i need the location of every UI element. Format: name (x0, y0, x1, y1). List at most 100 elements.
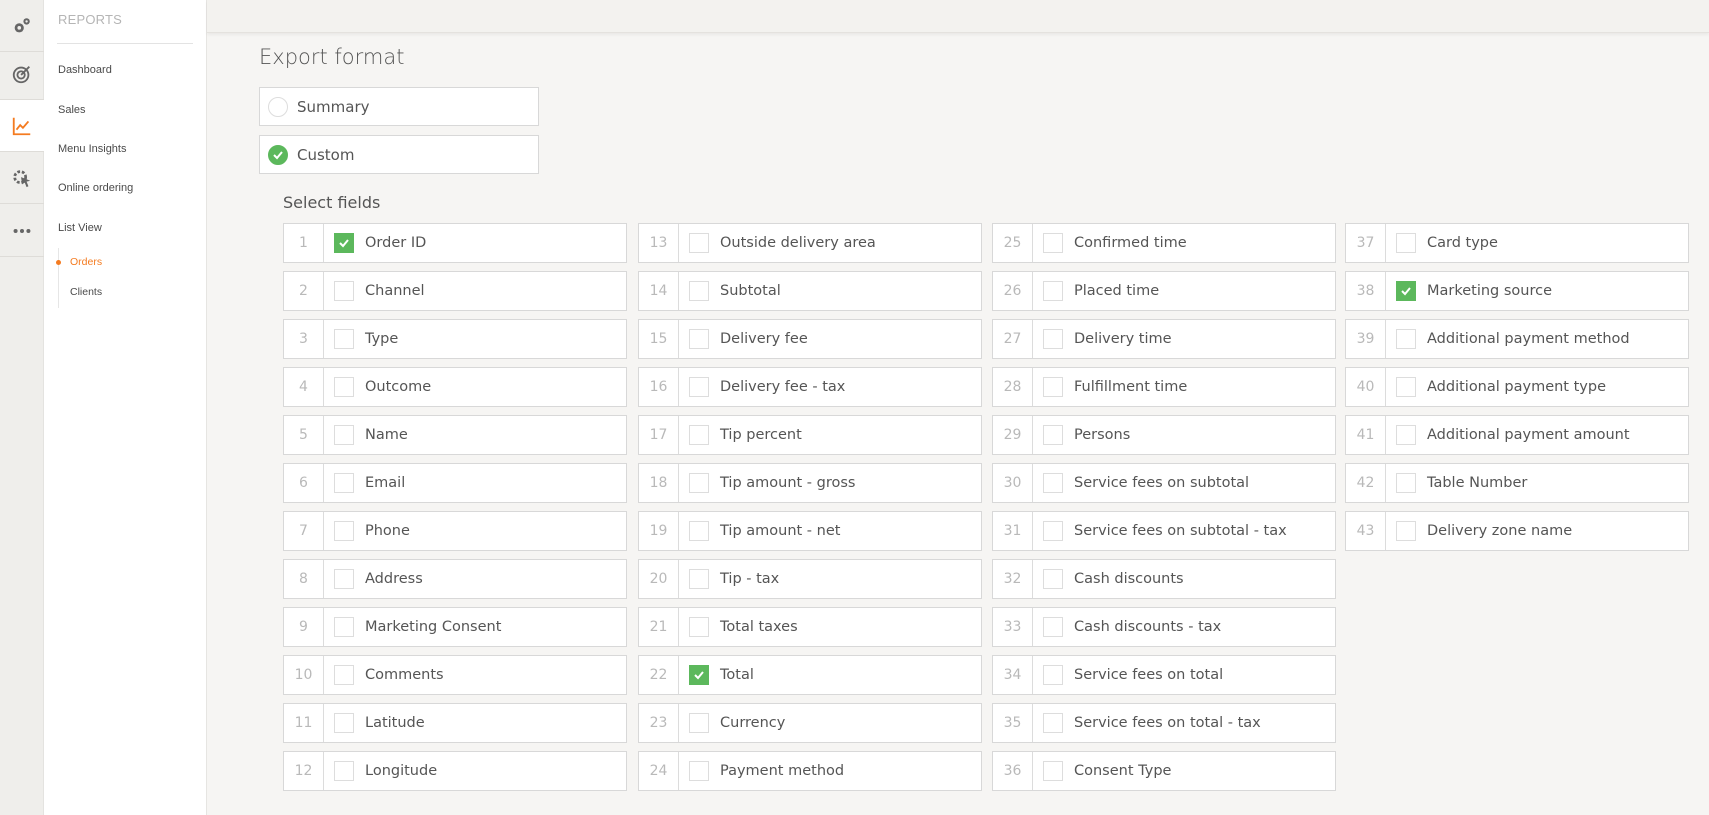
field-option[interactable]: 40 Additional payment type (1345, 367, 1689, 407)
field-option[interactable]: 23 Currency (638, 703, 982, 743)
rail-item-more[interactable] (0, 205, 44, 257)
checkbox-icon[interactable] (1396, 233, 1416, 253)
field-option[interactable]: 26 Placed time (992, 271, 1336, 311)
checkbox-icon[interactable] (1043, 665, 1063, 685)
checkbox-icon[interactable] (334, 665, 354, 685)
field-option[interactable]: 12 Longitude (283, 751, 627, 791)
submenu-item-orders[interactable]: Orders (70, 256, 103, 268)
field-option[interactable]: 27 Delivery time (992, 319, 1336, 359)
submenu-item-dashboard[interactable]: Dashboard (58, 64, 112, 76)
field-option[interactable]: 39 Additional payment method (1345, 319, 1689, 359)
checkbox-icon[interactable] (689, 761, 709, 781)
field-option[interactable]: 36 Consent Type (992, 751, 1336, 791)
format-option-custom[interactable]: Custom (259, 135, 539, 174)
checkbox-icon[interactable] (1043, 569, 1063, 589)
rail-item-setup[interactable] (0, 152, 44, 204)
field-option[interactable]: 22 Total (638, 655, 982, 695)
checkbox-icon[interactable] (689, 233, 709, 253)
field-option[interactable]: 17 Tip percent (638, 415, 982, 455)
field-option[interactable]: 7 Phone (283, 511, 627, 551)
submenu-item-clients[interactable]: Clients (70, 286, 103, 298)
checkbox-icon[interactable] (1043, 329, 1063, 349)
field-option[interactable]: 4 Outcome (283, 367, 627, 407)
field-option[interactable]: 42 Table Number (1345, 463, 1689, 503)
checkbox-icon[interactable] (334, 377, 354, 397)
checkbox-icon[interactable] (1043, 617, 1063, 637)
checkbox-icon[interactable] (1043, 425, 1063, 445)
format-option-summary[interactable]: Summary (259, 87, 539, 126)
checkbox-icon[interactable] (334, 761, 354, 781)
field-option[interactable]: 18 Tip amount - gross (638, 463, 982, 503)
checkbox-icon[interactable] (1043, 521, 1063, 541)
checkbox-icon[interactable] (334, 713, 354, 733)
checkbox-icon[interactable] (1396, 425, 1416, 445)
checkbox-icon[interactable] (1396, 473, 1416, 493)
field-option[interactable]: 32 Cash discounts (992, 559, 1336, 599)
field-option[interactable]: 31 Service fees on subtotal - tax (992, 511, 1336, 551)
field-option[interactable]: 3 Type (283, 319, 627, 359)
submenu-item-list-view[interactable]: List View (58, 222, 102, 234)
field-option[interactable]: 19 Tip amount - net (638, 511, 982, 551)
field-option[interactable]: 38 Marketing source (1345, 271, 1689, 311)
field-option[interactable]: 29 Persons (992, 415, 1336, 455)
field-option[interactable]: 16 Delivery fee - tax (638, 367, 982, 407)
field-option[interactable]: 14 Subtotal (638, 271, 982, 311)
checkbox-icon[interactable] (1043, 281, 1063, 301)
checkbox-icon[interactable] (334, 329, 354, 349)
checkbox-icon[interactable] (334, 281, 354, 301)
field-option[interactable]: 15 Delivery fee (638, 319, 982, 359)
checkbox-icon[interactable] (689, 377, 709, 397)
checkbox-icon[interactable] (334, 473, 354, 493)
field-option[interactable]: 35 Service fees on total - tax (992, 703, 1336, 743)
field-option[interactable]: 21 Total taxes (638, 607, 982, 647)
field-option[interactable]: 20 Tip - tax (638, 559, 982, 599)
checkbox-icon[interactable] (1396, 377, 1416, 397)
checkbox-icon[interactable] (689, 329, 709, 349)
field-option[interactable]: 6 Email (283, 463, 627, 503)
checkbox-checked-icon[interactable] (689, 665, 709, 685)
submenu-item-menu-insights[interactable]: Menu Insights (58, 143, 127, 155)
checkbox-icon[interactable] (689, 713, 709, 733)
checkbox-checked-icon[interactable] (334, 233, 354, 253)
rail-item-marketing[interactable] (0, 48, 44, 100)
checkbox-icon[interactable] (1043, 713, 1063, 733)
rail-item-settings[interactable] (0, 0, 44, 52)
field-option[interactable]: 24 Payment method (638, 751, 982, 791)
field-option[interactable]: 28 Fulfillment time (992, 367, 1336, 407)
checkbox-icon[interactable] (334, 617, 354, 637)
field-option[interactable]: 10 Comments (283, 655, 627, 695)
checkbox-icon[interactable] (689, 617, 709, 637)
checkbox-icon[interactable] (689, 281, 709, 301)
field-option[interactable]: 1 Order ID (283, 223, 627, 263)
field-option[interactable]: 11 Latitude (283, 703, 627, 743)
checkbox-icon[interactable] (1043, 377, 1063, 397)
checkbox-icon[interactable] (689, 473, 709, 493)
field-option[interactable]: 33 Cash discounts - tax (992, 607, 1336, 647)
submenu-item-online-ordering[interactable]: Online ordering (58, 182, 134, 194)
checkbox-icon[interactable] (334, 569, 354, 589)
checkbox-icon[interactable] (334, 425, 354, 445)
checkbox-icon[interactable] (1043, 473, 1063, 493)
field-option[interactable]: 41 Additional payment amount (1345, 415, 1689, 455)
field-option[interactable]: 13 Outside delivery area (638, 223, 982, 263)
field-option[interactable]: 25 Confirmed time (992, 223, 1336, 263)
checkbox-icon[interactable] (1396, 329, 1416, 349)
checkbox-icon[interactable] (689, 569, 709, 589)
field-option[interactable]: 43 Delivery zone name (1345, 511, 1689, 551)
submenu-item-sales[interactable]: Sales (58, 104, 86, 116)
checkbox-icon[interactable] (1396, 521, 1416, 541)
field-option[interactable]: 34 Service fees on total (992, 655, 1336, 695)
rail-item-reports[interactable] (0, 100, 44, 152)
checkbox-icon[interactable] (334, 521, 354, 541)
checkbox-checked-icon[interactable] (1396, 281, 1416, 301)
checkbox-icon[interactable] (689, 521, 709, 541)
field-option[interactable]: 37 Card type (1345, 223, 1689, 263)
checkbox-icon[interactable] (689, 425, 709, 445)
field-option[interactable]: 30 Service fees on subtotal (992, 463, 1336, 503)
field-option[interactable]: 8 Address (283, 559, 627, 599)
field-option[interactable]: 9 Marketing Consent (283, 607, 627, 647)
checkbox-icon[interactable] (1043, 233, 1063, 253)
field-option[interactable]: 2 Channel (283, 271, 627, 311)
checkbox-icon[interactable] (1043, 761, 1063, 781)
field-option[interactable]: 5 Name (283, 415, 627, 455)
